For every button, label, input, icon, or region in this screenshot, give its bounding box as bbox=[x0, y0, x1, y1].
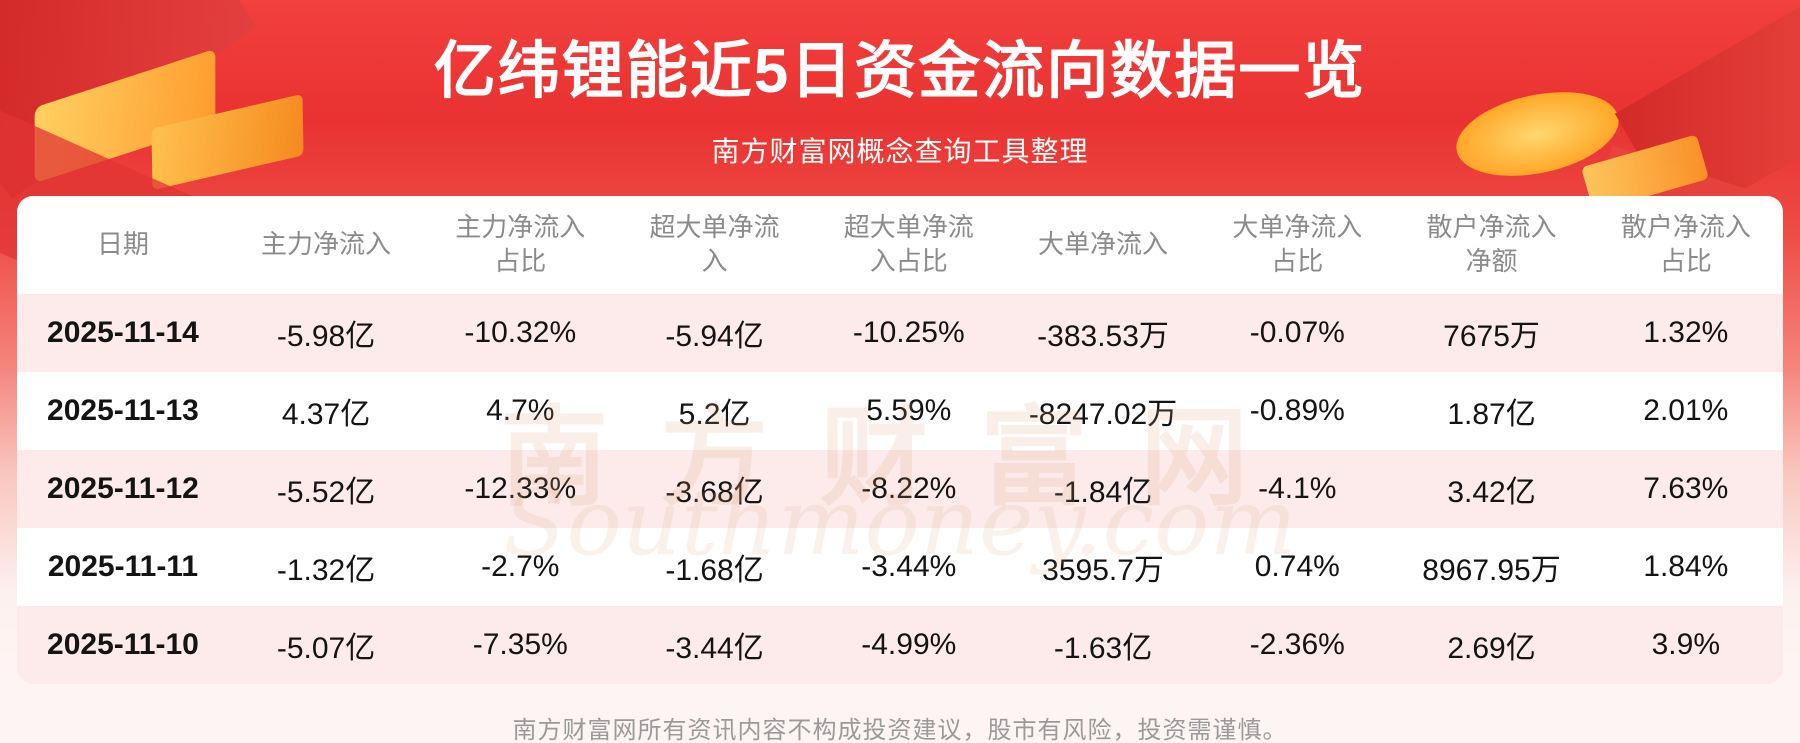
cell-retail-pct: 1.32% bbox=[1643, 316, 1729, 349]
cell-super-large-net: -1.68亿 bbox=[665, 554, 764, 587]
cell-retail-net: 1.87亿 bbox=[1447, 398, 1536, 431]
cell-main-pct: -12.33% bbox=[464, 472, 577, 505]
cell-main-net: 4.37亿 bbox=[281, 398, 371, 431]
cell-main-net: -5.52亿 bbox=[276, 476, 376, 509]
cell-retail-pct: 7.63% bbox=[1643, 472, 1729, 505]
column-header-super-large-net-inflow: 超大单净流 入 bbox=[649, 212, 780, 276]
cell-main-pct: -10.32% bbox=[464, 316, 577, 349]
cell-large-net: -383.53万 bbox=[1037, 320, 1169, 353]
cell-retail-pct: 3.9% bbox=[1651, 628, 1721, 661]
table-row: 2025-11-11 -1.32亿 -2.7% -1.68亿 -3.44% 35… bbox=[17, 528, 1783, 606]
cell-large-pct: -0.89% bbox=[1249, 394, 1345, 427]
cell-retail-net: 2.69亿 bbox=[1447, 632, 1536, 665]
cell-retail-pct: 2.01% bbox=[1643, 394, 1729, 427]
cell-large-pct: 0.74% bbox=[1254, 550, 1340, 583]
cell-large-pct: -2.36% bbox=[1249, 628, 1345, 661]
table-row: 2025-11-14 -5.98亿 -10.32% -5.94亿 -10.25%… bbox=[17, 294, 1783, 372]
column-header-retail-net-inflow: 散户净流入 净额 bbox=[1426, 212, 1557, 276]
cell-large-net: -1.84亿 bbox=[1053, 476, 1153, 509]
cell-super-large-net: 5.2亿 bbox=[678, 398, 751, 431]
cell-super-large-net: -3.68亿 bbox=[665, 476, 764, 509]
cell-retail-net: 8967.95万 bbox=[1422, 554, 1561, 587]
cell-retail-net: 3.42亿 bbox=[1447, 476, 1536, 509]
cell-super-large-pct: -3.44% bbox=[861, 550, 957, 583]
cell-date: 2025-11-11 bbox=[47, 550, 199, 583]
cell-date: 2025-11-12 bbox=[47, 472, 199, 505]
page-title: 亿纬锂能近5日资金流向数据一览 bbox=[433, 37, 1367, 106]
cell-retail-net: 7675万 bbox=[1443, 320, 1540, 353]
cell-large-net: 3595.7万 bbox=[1042, 554, 1164, 587]
cell-date: 2025-11-10 bbox=[47, 628, 199, 661]
cell-date: 2025-11-13 bbox=[47, 394, 199, 427]
column-header-large-net-inflow-pct: 大单净流入 占比 bbox=[1232, 212, 1363, 276]
table-row: 2025-11-10 -5.07亿 -7.35% -3.44亿 -4.99% -… bbox=[17, 606, 1783, 684]
fund-flow-table-card: 日期 主力净流入 主力净流入 占比 超大单净流 入 超大单净流 入占比 大单净流… bbox=[17, 196, 1783, 684]
column-header-large-net-inflow: 大单净流入 bbox=[1038, 229, 1169, 260]
table-row: 2025-11-12 -5.52亿 -12.33% -3.68亿 -8.22% … bbox=[17, 450, 1783, 528]
cell-main-pct: -2.7% bbox=[481, 550, 560, 583]
column-header-retail-net-inflow-pct: 散户净流入 占比 bbox=[1620, 212, 1751, 276]
column-header-main-net-inflow: 主力净流入 bbox=[261, 229, 392, 260]
cell-large-pct: -0.07% bbox=[1249, 316, 1345, 349]
cell-main-pct: -7.35% bbox=[472, 628, 568, 661]
column-header-super-large-net-inflow-pct: 超大单净流 入占比 bbox=[843, 212, 974, 276]
cell-retail-pct: 1.84% bbox=[1643, 550, 1729, 583]
table-row: 2025-11-13 4.37亿 4.7% 5.2亿 5.59% -8247.0… bbox=[17, 372, 1783, 450]
cell-super-large-pct: -4.99% bbox=[861, 628, 957, 661]
table-header-row: 日期 主力净流入 主力净流入 占比 超大单净流 入 超大单净流 入占比 大单净流… bbox=[17, 196, 1783, 294]
cell-main-net: -1.32亿 bbox=[276, 554, 376, 587]
cell-super-large-net: -3.44亿 bbox=[665, 632, 764, 665]
disclaimer-text: 南方财富网所有资讯内容不构成投资建议，股市有风险，投资需谨慎。 bbox=[512, 717, 1288, 743]
column-header-date: 日期 bbox=[96, 229, 149, 260]
fund-flow-table: 日期 主力净流入 主力净流入 占比 超大单净流 入 超大单净流 入占比 大单净流… bbox=[17, 196, 1783, 684]
cell-main-pct: 4.7% bbox=[486, 394, 555, 427]
cell-super-large-pct: -10.25% bbox=[852, 316, 965, 349]
cell-main-net: -5.07亿 bbox=[276, 632, 376, 665]
column-header-main-net-inflow-pct: 主力净流入 占比 bbox=[455, 212, 586, 276]
cell-super-large-pct: -8.22% bbox=[861, 472, 957, 505]
cell-super-large-net: -5.94亿 bbox=[665, 320, 764, 353]
cell-large-net: -8247.02万 bbox=[1028, 398, 1178, 431]
cell-large-net: -1.63亿 bbox=[1053, 632, 1153, 665]
page-subtitle: 南方财富网概念查询工具整理 bbox=[711, 136, 1089, 167]
cell-date: 2025-11-14 bbox=[47, 316, 199, 349]
cell-large-pct: -4.1% bbox=[1258, 472, 1337, 505]
cell-super-large-pct: 5.59% bbox=[866, 394, 952, 427]
cell-main-net: -5.98亿 bbox=[276, 320, 376, 353]
